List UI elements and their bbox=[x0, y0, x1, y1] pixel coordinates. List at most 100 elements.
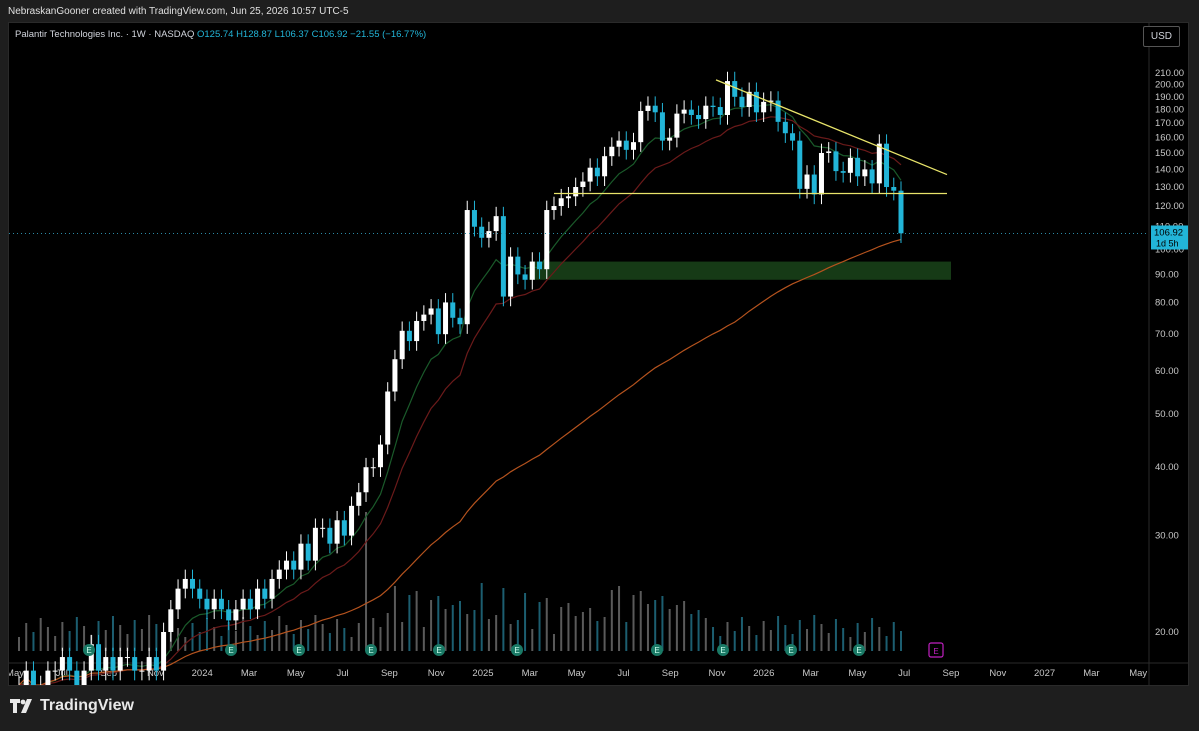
candle-body bbox=[132, 657, 138, 671]
earnings-marker-label: E bbox=[720, 646, 725, 655]
volume-bar bbox=[408, 595, 411, 651]
volume-bar bbox=[834, 619, 837, 651]
time-tick-label: 2024 bbox=[192, 668, 213, 679]
price-tick-label: 50.00 bbox=[1155, 409, 1179, 420]
volume-bar bbox=[328, 633, 331, 651]
volume-bar bbox=[697, 610, 700, 651]
tradingview-wordmark: TradingView bbox=[40, 697, 134, 714]
earnings-marker-label: E bbox=[296, 646, 301, 655]
volume-bar bbox=[198, 632, 201, 651]
time-tick-label: Mar bbox=[241, 668, 257, 679]
volume-bar bbox=[827, 633, 830, 651]
time-tick-label: Jul bbox=[337, 668, 349, 679]
candle-body bbox=[703, 105, 709, 120]
volume-bar bbox=[415, 591, 418, 651]
volume-bar bbox=[733, 631, 736, 651]
volume-bar bbox=[654, 600, 657, 651]
candle-body bbox=[710, 105, 716, 108]
candle-body bbox=[283, 560, 289, 570]
volume-bar bbox=[762, 621, 765, 651]
candle-body bbox=[479, 226, 485, 238]
earnings-marker bbox=[785, 644, 797, 656]
time-tick-label: May bbox=[568, 668, 586, 679]
candle-body bbox=[110, 657, 116, 671]
candle-body bbox=[804, 174, 810, 189]
volume-bar bbox=[524, 593, 527, 651]
volume-bar bbox=[574, 616, 577, 651]
candle-body bbox=[443, 302, 449, 335]
price-tick-label: 160.00 bbox=[1155, 133, 1184, 144]
volume-bar bbox=[726, 622, 729, 651]
volume-bar bbox=[61, 622, 64, 651]
candle-body bbox=[558, 198, 564, 207]
earnings-marker bbox=[511, 644, 523, 656]
earnings-marker bbox=[651, 644, 663, 656]
volume-bar bbox=[567, 603, 570, 651]
chart-frame[interactable]: 210.00 200.00 190.00 180.00 170.00 160.00 150.… bbox=[8, 22, 1189, 686]
candle-body bbox=[421, 314, 427, 321]
candle-body bbox=[551, 206, 557, 211]
candle-body bbox=[811, 174, 817, 195]
candle-body bbox=[652, 105, 658, 113]
volume-bar bbox=[227, 622, 230, 651]
candle-body bbox=[175, 588, 181, 610]
volume-bar bbox=[675, 605, 678, 651]
volume-bar bbox=[589, 608, 592, 651]
volume-bar bbox=[516, 620, 519, 651]
volume-bar bbox=[278, 616, 281, 651]
legend-ohlc: O125.74 H128.87 L106.37 C106.92 −21.55 (… bbox=[196, 29, 427, 40]
time-tick-label: Sep bbox=[381, 668, 398, 679]
candle-body bbox=[457, 317, 463, 325]
volume-bar bbox=[806, 629, 809, 651]
volume-bar bbox=[75, 617, 78, 651]
volume-bar bbox=[444, 609, 447, 651]
candle-body bbox=[276, 569, 282, 579]
volume-bar bbox=[777, 616, 780, 651]
volume-bar bbox=[509, 624, 512, 651]
candle-body bbox=[124, 657, 130, 659]
candle-body bbox=[616, 140, 622, 147]
time-tick-label: Sep bbox=[662, 668, 679, 679]
earnings-marker-label: E bbox=[86, 646, 91, 655]
volume-bar bbox=[263, 621, 266, 651]
candle-body bbox=[471, 210, 477, 227]
volume-bar bbox=[538, 602, 541, 651]
candle-body bbox=[182, 578, 188, 589]
price-tick-label: 170.00 bbox=[1155, 118, 1184, 129]
volume-bar bbox=[133, 620, 136, 651]
volume-bar bbox=[712, 627, 715, 651]
volume-bar bbox=[719, 636, 722, 651]
volume-bar bbox=[343, 628, 346, 651]
tradingview-logo[interactable]: TradingView bbox=[10, 697, 134, 715]
volume-bar bbox=[842, 628, 845, 651]
price-tick-label: 100.00 bbox=[1155, 244, 1184, 255]
candle-body bbox=[529, 261, 535, 280]
volume-bar bbox=[668, 609, 671, 651]
currency-button[interactable]: USD bbox=[1142, 26, 1180, 47]
earnings-marker-label: E bbox=[654, 646, 659, 655]
candle-body bbox=[312, 527, 318, 561]
price-tick-label: 180.00 bbox=[1155, 105, 1184, 116]
candle-body bbox=[334, 520, 340, 544]
time-tick-label: Jul bbox=[898, 668, 910, 679]
volume-bar bbox=[769, 630, 772, 651]
candle-body bbox=[761, 101, 767, 113]
earnings-marker bbox=[853, 644, 865, 656]
candle-body bbox=[38, 685, 43, 686]
ema-short-line bbox=[18, 103, 902, 685]
candle-body bbox=[790, 133, 796, 141]
volume-bar bbox=[740, 617, 743, 651]
candle-body bbox=[255, 588, 261, 610]
time-tick-label: May bbox=[1129, 668, 1147, 679]
time-tick-label: Mar bbox=[1083, 668, 1099, 679]
volume-bar bbox=[46, 627, 49, 651]
volume-bar bbox=[892, 622, 895, 651]
volume-bar bbox=[459, 601, 461, 651]
volume-bar bbox=[784, 625, 787, 651]
volume-bar bbox=[531, 629, 534, 651]
candle-body bbox=[117, 657, 123, 671]
candle-body bbox=[464, 210, 470, 325]
volume-bar bbox=[502, 588, 505, 651]
time-tick-label: Nov bbox=[709, 668, 726, 679]
